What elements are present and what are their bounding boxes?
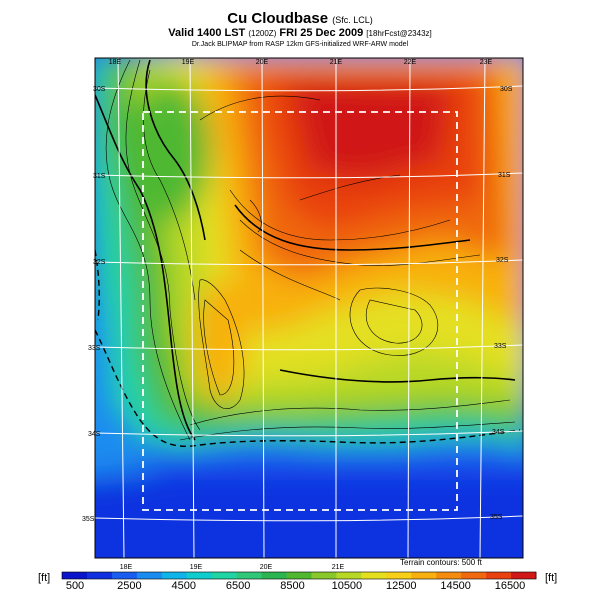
lon-label-top: 21E bbox=[330, 59, 343, 66]
colorbar-swatch bbox=[62, 572, 88, 579]
colorbar-label: 8500 bbox=[280, 580, 305, 592]
colorbar-swatch bbox=[436, 572, 462, 579]
colorbar-label: 6500 bbox=[225, 580, 251, 592]
axis-labels: 18E 19E 20E 21E 22E 23E 18E 19E 20E 21E … bbox=[82, 59, 513, 571]
lat-label-left: 32S bbox=[93, 259, 106, 266]
coastline bbox=[95, 249, 521, 447]
graticule bbox=[95, 58, 523, 558]
colorbar-label: 2500 bbox=[117, 580, 142, 592]
colorbar-unit-right: [ft] bbox=[545, 572, 558, 584]
colorbar-label: 14500 bbox=[440, 580, 471, 592]
colorbar-swatch bbox=[311, 572, 337, 579]
lat-label-right: 31S bbox=[498, 172, 511, 179]
colorbar-swatch bbox=[461, 572, 487, 579]
valid-time-line: Valid 1400 LST (1200Z) FRI 25 Dec 2009 [… bbox=[168, 27, 432, 39]
colorbar-swatch bbox=[511, 572, 537, 579]
colorbar-swatch bbox=[286, 572, 312, 579]
colorbar-label: 16500 bbox=[494, 580, 526, 592]
lat-label-left: 31S bbox=[93, 173, 106, 180]
map-frame bbox=[94, 57, 524, 559]
colorbar-label: 4500 bbox=[171, 580, 196, 592]
inner-domain-box bbox=[142, 111, 458, 511]
colorbar-swatch bbox=[236, 572, 263, 579]
colorbar-swatch bbox=[386, 572, 412, 579]
lon-label-top: 18E bbox=[109, 59, 122, 66]
lat-label-left: 33S bbox=[88, 345, 101, 352]
colorbar-swatch bbox=[136, 572, 163, 579]
colorbar-label: 12500 bbox=[385, 580, 417, 592]
lon-label-top: 20E bbox=[256, 59, 269, 66]
lon-label-bottom: 20E bbox=[260, 564, 273, 571]
lat-label-left: 35S bbox=[82, 516, 95, 523]
colorbar-swatch bbox=[186, 572, 213, 579]
lon-label-bottom: 19E bbox=[190, 564, 203, 571]
colorbar-swatch bbox=[486, 572, 512, 579]
colorbar-swatch bbox=[411, 572, 437, 579]
major-contours bbox=[95, 59, 516, 441]
lon-label-top: 23E bbox=[480, 59, 493, 66]
lat-label-right: 33S bbox=[494, 343, 507, 350]
lat-label-left: 30S bbox=[93, 86, 106, 93]
lat-label-right: 34S bbox=[492, 429, 505, 436]
chart-title: Cu Cloudbase (Sfc. LCL) bbox=[227, 10, 373, 27]
colorbar-swatch bbox=[211, 572, 238, 579]
colorbar-swatch bbox=[261, 572, 288, 579]
colorbar-swatch bbox=[111, 572, 138, 579]
field-layer bbox=[95, 58, 523, 558]
colorbar bbox=[61, 571, 537, 580]
colorbar-swatch bbox=[86, 572, 113, 579]
colorbar-unit-left: [ft] bbox=[38, 572, 51, 584]
lon-label-bottom: 21E bbox=[332, 564, 345, 571]
lat-label-right: 30S bbox=[500, 86, 513, 93]
source-line: Dr.Jack BLIPMAP from RASP 12km GFS-initi… bbox=[191, 41, 409, 48]
colorbar-swatch bbox=[361, 572, 387, 579]
lon-label-top: 19E bbox=[182, 59, 195, 66]
colorbar-swatch bbox=[336, 572, 362, 579]
colorbar-swatch bbox=[161, 572, 188, 579]
lon-label-top: 22E bbox=[404, 59, 417, 66]
lon-label-bottom: 18E bbox=[120, 564, 133, 571]
colorbar-outline bbox=[61, 571, 537, 580]
lat-label-right: 35S bbox=[490, 514, 503, 521]
lat-label-right: 32S bbox=[496, 257, 509, 264]
terrain-contour-note: Terrain contours: 500 ft bbox=[400, 558, 482, 567]
lat-label-left: 34S bbox=[88, 431, 101, 438]
colorbar-label: 500 bbox=[65, 580, 85, 592]
colorbar-label: 10500 bbox=[331, 580, 363, 592]
